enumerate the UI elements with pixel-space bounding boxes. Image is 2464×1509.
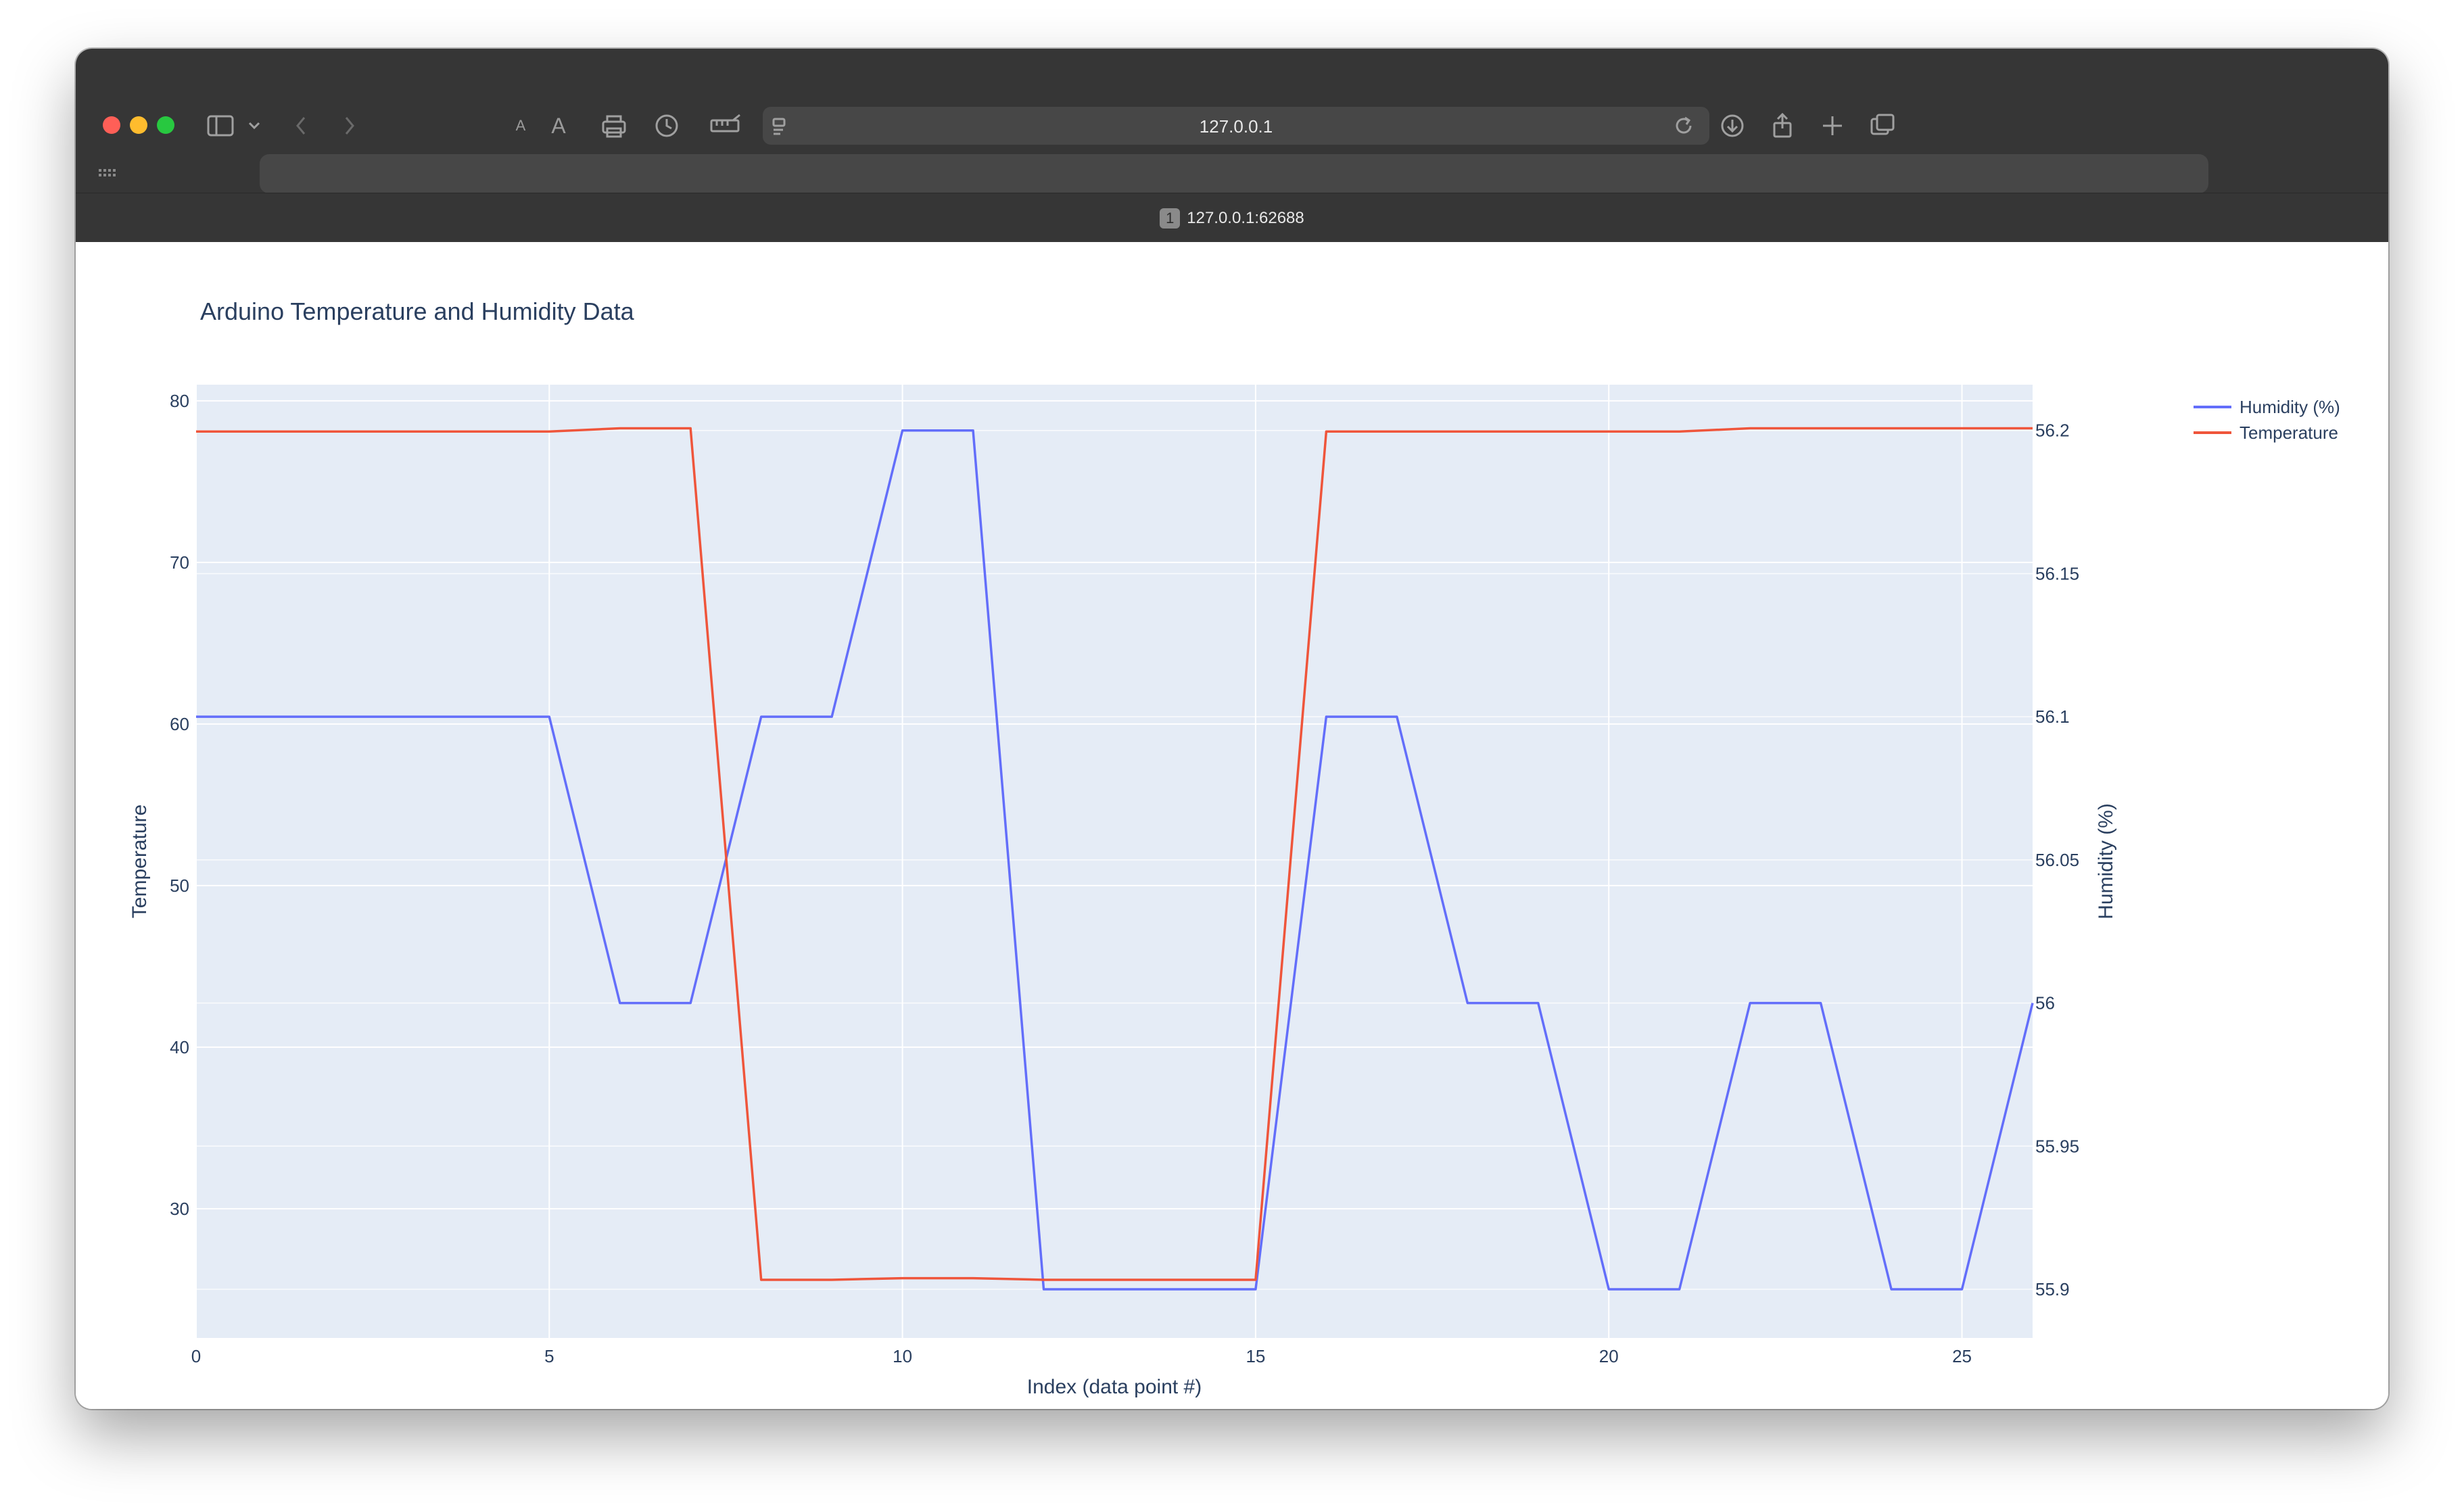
y2-tick-label: 56.15 (2035, 563, 2079, 583)
y2-tick-label: 55.9 (2035, 1279, 2070, 1299)
series-lines (196, 427, 2034, 1291)
legend-label: Temperature (2240, 423, 2338, 443)
back-icon[interactable] (291, 111, 321, 141)
plot-area (196, 385, 2033, 1338)
legend-label: Humidity (%) (2240, 397, 2340, 417)
reader-icon[interactable] (768, 111, 798, 141)
tab-active[interactable]: 1 127.0.0.1:62688 (76, 208, 2388, 229)
y2-tick-label: 56.2 (2035, 421, 2070, 441)
tab-title: 127.0.0.1:62688 (1187, 209, 1304, 227)
y2-tick-label: 56.05 (2035, 850, 2079, 870)
x-tick-label: 25 (1952, 1346, 1972, 1366)
y-tick-label: 30 (170, 1199, 189, 1219)
x-tick-label: 15 (1246, 1346, 1265, 1366)
sidebar-icon[interactable] (206, 111, 235, 141)
x-tick-label: 20 (1599, 1346, 1619, 1366)
browser-toolbar: A A 127.0.0.1 (76, 49, 2388, 193)
y-tick-label: 60 (170, 714, 189, 734)
series-line-temperature (196, 427, 2033, 1281)
x-tick-label: 0 (191, 1346, 201, 1366)
y-tick-label: 50 (170, 876, 189, 896)
zoom-window-button[interactable] (157, 116, 174, 134)
chart: Arduino Temperature and Humidity Data 0 5… (128, 297, 2340, 1398)
y-axis-label: Temperature (128, 805, 151, 918)
forward-icon[interactable] (339, 111, 369, 141)
close-window-button[interactable] (103, 116, 120, 134)
share-icon[interactable] (1768, 111, 1797, 141)
text-smaller-icon[interactable]: A (515, 117, 526, 134)
download-icon[interactable] (1717, 111, 1747, 141)
x-axis-label: Index (data point #) (1027, 1376, 1202, 1398)
tabs-overview-icon[interactable] (1868, 111, 1897, 141)
y-tick-label: 40 (170, 1037, 189, 1057)
chevron-down-icon[interactable] (246, 111, 276, 141)
y2-tick-label: 56 (2035, 993, 2055, 1013)
legend: Humidity (%) Temperature (2194, 397, 2340, 443)
grid-icon[interactable] (95, 158, 124, 188)
tab-number-badge: 1 (1160, 208, 1181, 229)
x-tick-label: 5 (544, 1346, 554, 1366)
minimize-window-button[interactable] (130, 116, 147, 134)
gridlines (195, 385, 2033, 1338)
history-icon[interactable] (652, 111, 682, 141)
y2-tick-label: 56.1 (2035, 706, 2070, 727)
address-bar[interactable]: 127.0.0.1 (763, 107, 1709, 145)
browser-window: A A 127.0.0.1 (76, 49, 2388, 1409)
text-larger-icon[interactable]: A (551, 114, 566, 138)
reload-icon[interactable] (1669, 111, 1699, 141)
y-tick-label: 80 (170, 391, 189, 411)
y2-axis-label: Humidity (%) (2095, 803, 2117, 919)
favorites-bar (260, 154, 2208, 193)
y2-tick-label: 55.95 (2035, 1136, 2079, 1156)
address-text[interactable]: 127.0.0.1 (1199, 116, 1273, 137)
x-tick-label: 10 (893, 1346, 912, 1366)
series-line-humidity (196, 429, 2034, 1291)
tick-labels: 0 5 10 15 20 25 30 40 50 60 70 80 55.9 55.95 56 56.05 56… (170, 391, 2079, 1366)
tab-bar: 1 127.0.0.1:62688 (76, 193, 2388, 242)
y-tick-label: 70 (170, 552, 189, 573)
page-content: Arduino Temperature and Humidity Data 0 5… (76, 241, 2388, 1409)
print-icon[interactable] (599, 111, 629, 141)
ruler-icon[interactable] (709, 111, 744, 141)
new-tab-icon[interactable] (1818, 111, 1847, 141)
chart-title: Arduino Temperature and Humidity Data (200, 297, 635, 325)
